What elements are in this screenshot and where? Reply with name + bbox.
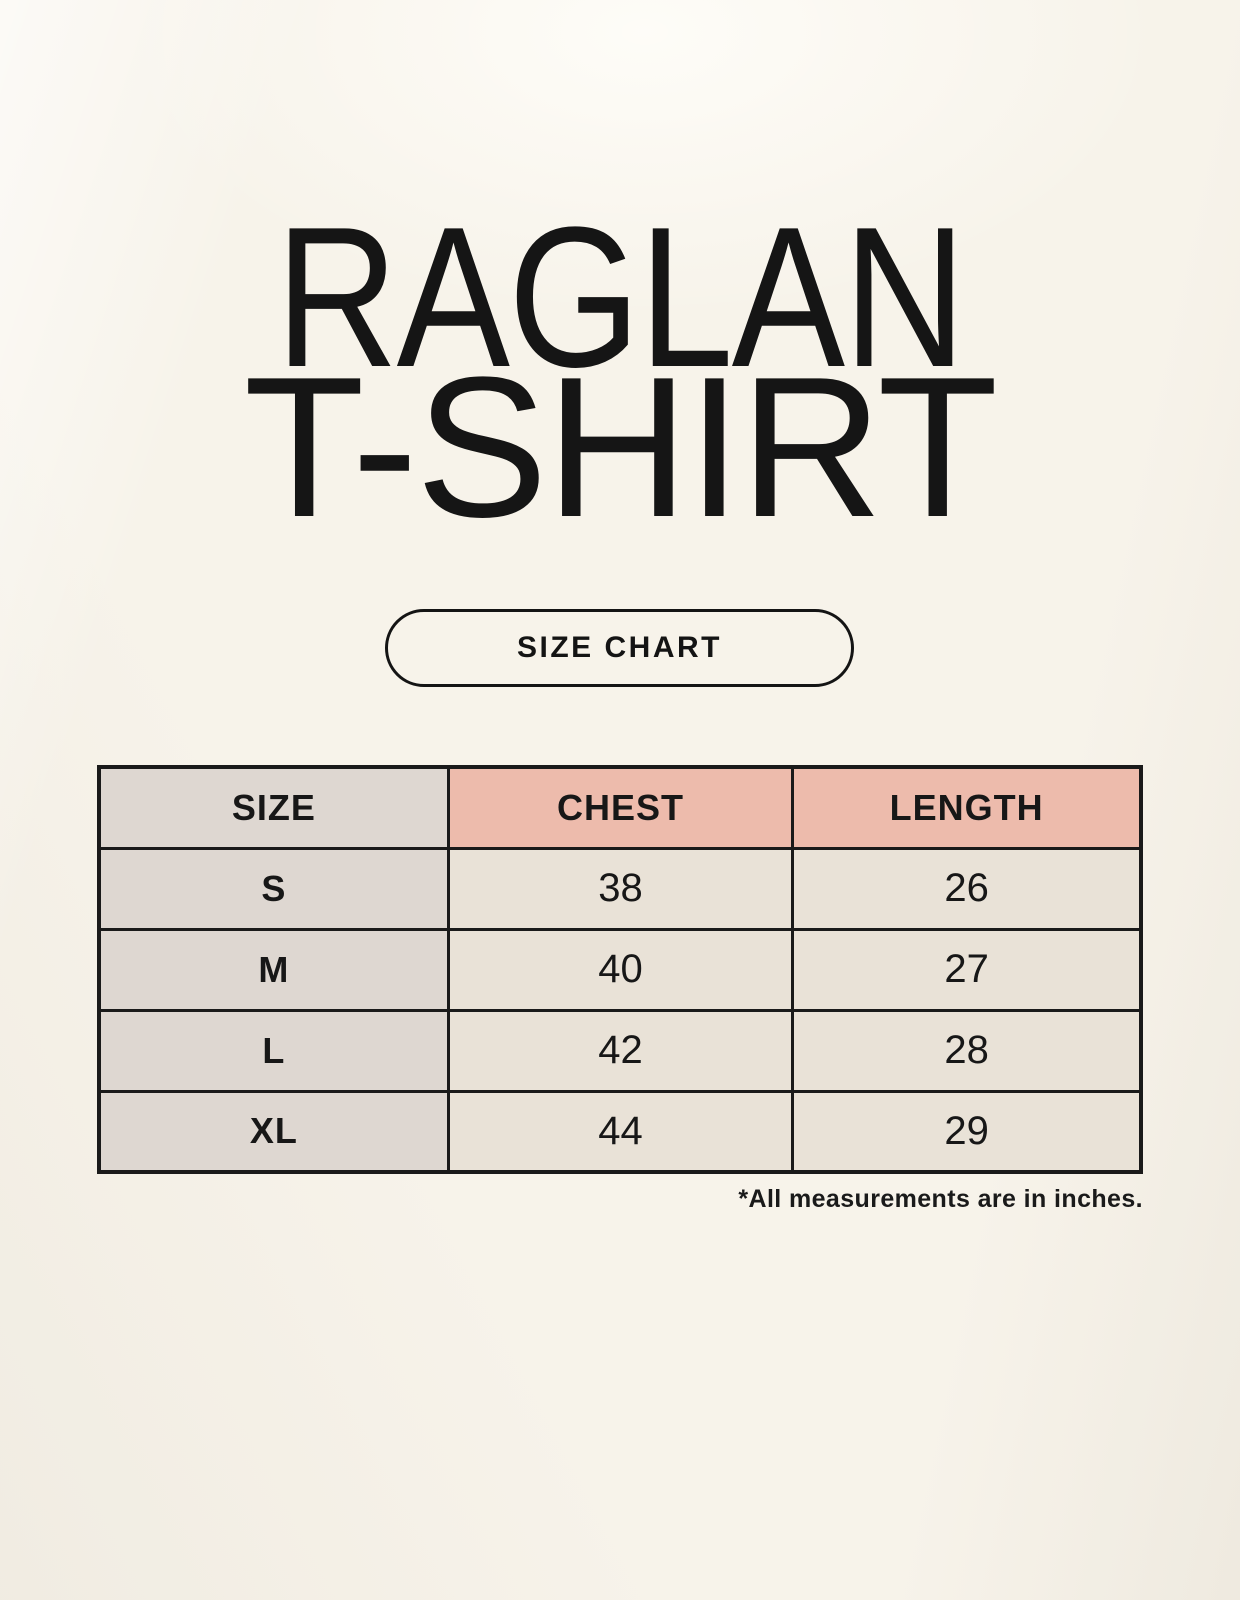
- chest-cell-xl: 44: [446, 1089, 795, 1174]
- chest-cell-l: 42: [446, 1008, 795, 1093]
- header-length: LENGTH: [791, 765, 1143, 850]
- table-row-l: L 42 28: [97, 1008, 1143, 1093]
- size-chart-button-label: SIZE CHART: [517, 631, 722, 664]
- table-row-xl: XL 44 29: [97, 1089, 1143, 1174]
- chest-cell-m: 40: [446, 927, 795, 1012]
- table-row-s: S 38 26: [97, 846, 1143, 931]
- page-title: RAGLAN T-SHIRT: [0, 186, 1240, 559]
- length-cell-xl: 29: [791, 1089, 1143, 1174]
- size-table: SIZE CHEST LENGTH S 38 26 M 40 27 L 42 2…: [97, 765, 1143, 1174]
- length-cell-s: 26: [791, 846, 1143, 931]
- header-size: SIZE: [97, 765, 450, 850]
- size-cell-s: S: [97, 846, 450, 931]
- length-cell-m: 27: [791, 927, 1143, 1012]
- header-chest: CHEST: [446, 765, 795, 850]
- table-header-row: SIZE CHEST LENGTH: [97, 765, 1143, 850]
- length-cell-l: 28: [791, 1008, 1143, 1093]
- size-chart-button[interactable]: SIZE CHART: [385, 609, 854, 687]
- size-cell-l: L: [97, 1008, 450, 1093]
- title-line-2: T-SHIRT: [243, 336, 999, 559]
- measurements-footnote: *All measurements are in inches.: [738, 1185, 1143, 1213]
- size-cell-m: M: [97, 927, 450, 1012]
- title-line-1: RAGLAN: [275, 186, 967, 409]
- table-row-m: M 40 27: [97, 927, 1143, 1012]
- size-cell-xl: XL: [97, 1089, 450, 1174]
- chest-cell-s: 38: [446, 846, 795, 931]
